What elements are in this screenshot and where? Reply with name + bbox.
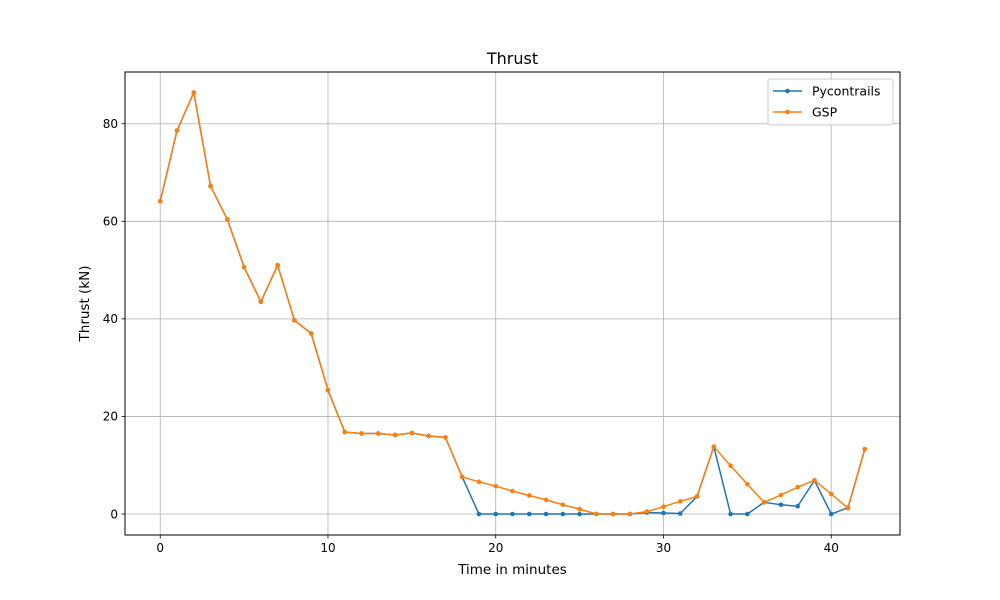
gsp-point <box>661 504 666 510</box>
x-tick-label: 30 <box>656 541 671 555</box>
series-gsp <box>157 90 868 517</box>
pycontrails-point <box>510 511 515 517</box>
gsp-point <box>342 429 348 435</box>
gsp-point <box>275 262 280 268</box>
pycontrails-point <box>526 511 532 517</box>
x-tick-label: 0 <box>156 541 164 555</box>
gsp-point <box>208 183 213 189</box>
gsp-point <box>761 500 767 505</box>
gsp-point <box>359 431 364 436</box>
gsp-point <box>828 491 834 497</box>
x-tick-label: 40 <box>824 541 839 555</box>
gsp-point <box>560 502 566 508</box>
gsp-point <box>308 331 314 336</box>
gsp-point <box>526 493 532 498</box>
y-axis-label: Thrust (kN) <box>77 266 93 343</box>
gsp-point <box>543 497 549 503</box>
pycontrails-point <box>577 511 582 517</box>
pycontrails-point <box>778 502 784 508</box>
series-layer <box>157 90 868 517</box>
pycontrails-point <box>828 511 834 517</box>
gsp-point <box>644 509 649 514</box>
plot-frame <box>124 71 901 536</box>
gsp-point <box>610 511 616 517</box>
gsp-point <box>845 505 851 511</box>
y-tick-label: 80 <box>103 117 118 131</box>
gsp-point <box>258 299 264 305</box>
gsp-point <box>711 444 717 449</box>
gsp-point <box>325 387 331 393</box>
legend-marker-pycontrails <box>785 88 790 94</box>
axis-ticks: 0 10 20 30 40 0 20 40 60 80 <box>103 117 839 555</box>
gsp-point <box>392 432 398 438</box>
gsp-point <box>157 198 163 204</box>
pycontrails-point <box>661 510 666 516</box>
gsp-point <box>795 484 800 490</box>
x-tick-label: 10 <box>320 541 335 555</box>
x-axis-label: Time in minutes <box>457 562 567 578</box>
pycontrails-point <box>476 511 482 517</box>
gsp-point <box>510 488 515 494</box>
x-tick-label: 20 <box>488 541 503 555</box>
legend-marker-gsp <box>785 109 790 115</box>
pycontrails-point <box>493 511 499 517</box>
y-tick-label: 40 <box>103 312 118 326</box>
pycontrails-point <box>745 511 750 517</box>
gsp-point <box>174 128 180 133</box>
gsp-point <box>443 435 448 440</box>
gsp-point <box>677 499 683 504</box>
gsp-point <box>241 264 247 270</box>
gsp-point <box>812 478 817 483</box>
pycontrails-point <box>795 503 800 509</box>
gsp-point <box>426 433 431 439</box>
gsp-point <box>577 506 582 512</box>
gsp-point <box>376 431 381 436</box>
legend: Pycontrails GSP <box>767 78 894 126</box>
gsp-point <box>778 492 784 498</box>
gsp-point <box>409 430 415 436</box>
pycontrails-point <box>677 511 683 516</box>
gsp-point <box>728 463 733 469</box>
pycontrails-point <box>543 511 549 517</box>
gsp-point <box>476 479 482 485</box>
gsp-point <box>862 446 868 452</box>
gsp-point <box>745 481 750 487</box>
gsp-point <box>191 90 197 95</box>
gsp-point <box>627 511 633 517</box>
legend-label-gsp: GSP <box>812 105 838 120</box>
gsp-point <box>493 483 499 489</box>
gsp-point <box>594 511 599 517</box>
pycontrails-point <box>560 511 566 517</box>
chart-title: Thrust <box>486 49 538 68</box>
y-tick-label: 20 <box>103 410 118 424</box>
gsp-point <box>694 494 700 499</box>
gsp-point <box>225 217 230 222</box>
y-tick-label: 60 <box>103 215 118 229</box>
legend-label-pycontrails: Pycontrails <box>812 84 881 99</box>
y-tick-label: 0 <box>110 507 118 521</box>
gsp-point <box>459 474 465 480</box>
pycontrails-point <box>728 511 733 517</box>
gsp-point <box>292 318 297 323</box>
